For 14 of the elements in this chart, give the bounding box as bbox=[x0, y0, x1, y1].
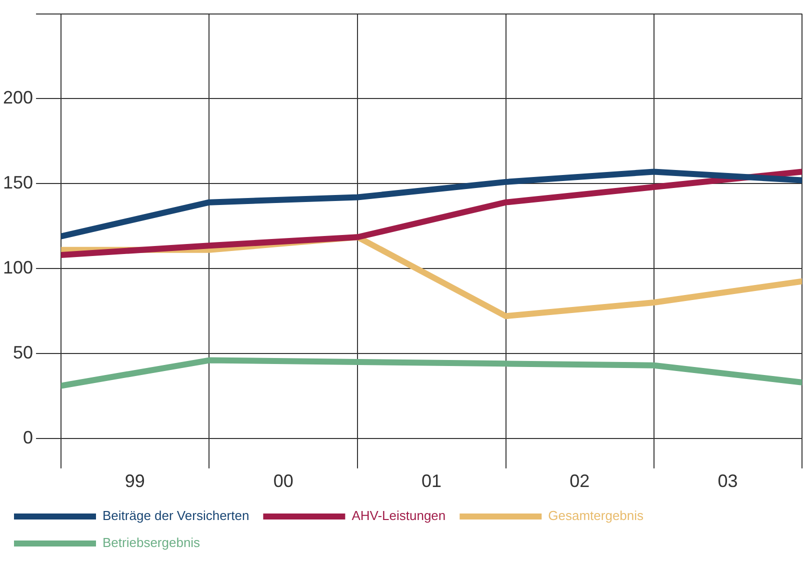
y-tick-label: 50 bbox=[13, 342, 34, 362]
text: Gesamtergebnis bbox=[548, 508, 644, 524]
text: Betriebsergebnis bbox=[102, 535, 201, 550]
x-tick-label: 01 bbox=[422, 471, 442, 492]
y-tick-label: 100 bbox=[2, 258, 34, 278]
y-tick-label: 200 bbox=[2, 88, 34, 108]
text: Beiträge der Versicherten bbox=[102, 508, 250, 524]
y-tick-label: 0 bbox=[23, 427, 34, 448]
y-tick-label: 150 bbox=[2, 172, 34, 193]
x-tick-label: 02 bbox=[570, 471, 590, 492]
x-tick-label: 99 bbox=[124, 471, 145, 492]
x-tick-label: 00 bbox=[273, 471, 294, 492]
x-tick-label: 03 bbox=[718, 471, 738, 492]
text: AHV-Leistungen bbox=[352, 508, 446, 524]
